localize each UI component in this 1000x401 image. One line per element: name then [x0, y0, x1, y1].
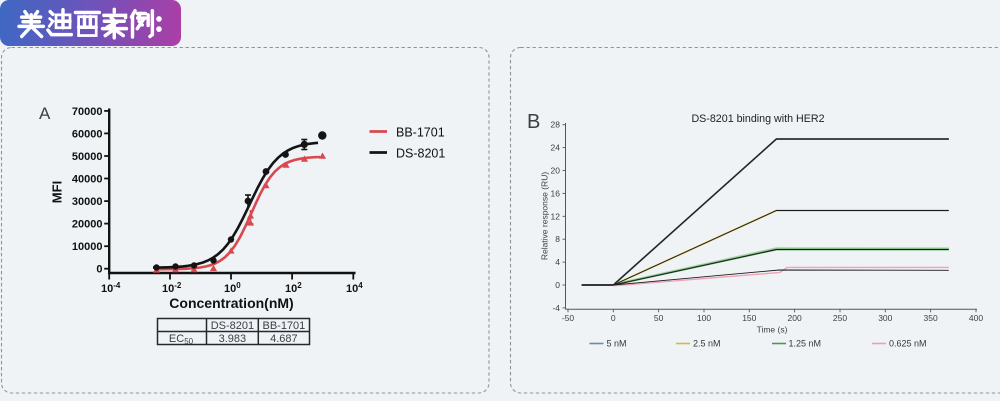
svg-text:24: 24	[551, 143, 561, 153]
svg-text:20: 20	[551, 166, 561, 176]
svg-text:100: 100	[697, 313, 711, 323]
svg-text:102: 102	[285, 281, 302, 295]
svg-text:Relative response (RU): Relative response (RU)	[540, 172, 550, 261]
svg-text:50: 50	[654, 313, 664, 323]
svg-text:0: 0	[96, 264, 102, 276]
svg-text:60000: 60000	[72, 128, 103, 140]
svg-text:BB-1701: BB-1701	[396, 126, 445, 140]
svg-text:A: A	[39, 104, 51, 123]
svg-text:0: 0	[555, 280, 560, 290]
svg-text:300: 300	[878, 313, 892, 323]
svg-text:200: 200	[788, 313, 802, 323]
svg-text:1.25 nM: 1.25 nM	[789, 339, 822, 349]
svg-text:-50: -50	[562, 313, 575, 323]
svg-text:150: 150	[742, 313, 756, 323]
svg-text:4: 4	[555, 257, 560, 267]
svg-text:DS-8201 binding with HER2: DS-8201 binding with HER2	[691, 113, 824, 125]
svg-text:350: 350	[924, 313, 938, 323]
svg-text:-4: -4	[552, 303, 560, 313]
svg-text:250: 250	[833, 313, 847, 323]
svg-text:100: 100	[224, 281, 241, 295]
svg-text:28: 28	[551, 120, 561, 130]
svg-text:DS-8201: DS-8201	[211, 320, 254, 332]
svg-text:104: 104	[346, 281, 363, 295]
svg-text:Concentration(nM): Concentration(nM)	[169, 295, 293, 311]
svg-text:2.5 nM: 2.5 nM	[693, 339, 721, 349]
svg-text:B: B	[527, 111, 540, 133]
svg-text:16: 16	[551, 188, 561, 198]
svg-text:10-4: 10-4	[101, 281, 121, 295]
svg-text:400: 400	[969, 313, 983, 323]
svg-text:5 nM: 5 nM	[607, 339, 627, 349]
svg-text:MFI: MFI	[50, 181, 65, 203]
svg-text:70000: 70000	[72, 106, 103, 118]
svg-text:12: 12	[551, 211, 561, 221]
svg-text:DS-8201: DS-8201	[396, 147, 445, 161]
svg-text:EC50: EC50	[169, 333, 194, 346]
svg-text:BB-1701: BB-1701	[262, 320, 305, 332]
svg-text:10-2: 10-2	[162, 281, 182, 295]
svg-text:0: 0	[611, 313, 616, 323]
svg-text:3.983: 3.983	[219, 333, 247, 345]
svg-text:30000: 30000	[72, 196, 103, 208]
svg-text:8: 8	[555, 234, 560, 244]
svg-text:4.687: 4.687	[270, 333, 298, 345]
svg-text:20000: 20000	[72, 219, 103, 231]
svg-text:10000: 10000	[72, 241, 103, 253]
svg-text:50000: 50000	[72, 151, 103, 163]
svg-text:40000: 40000	[72, 173, 103, 185]
svg-text:0.625 nM: 0.625 nM	[889, 339, 927, 349]
svg-text:Time (s): Time (s)	[757, 325, 788, 335]
